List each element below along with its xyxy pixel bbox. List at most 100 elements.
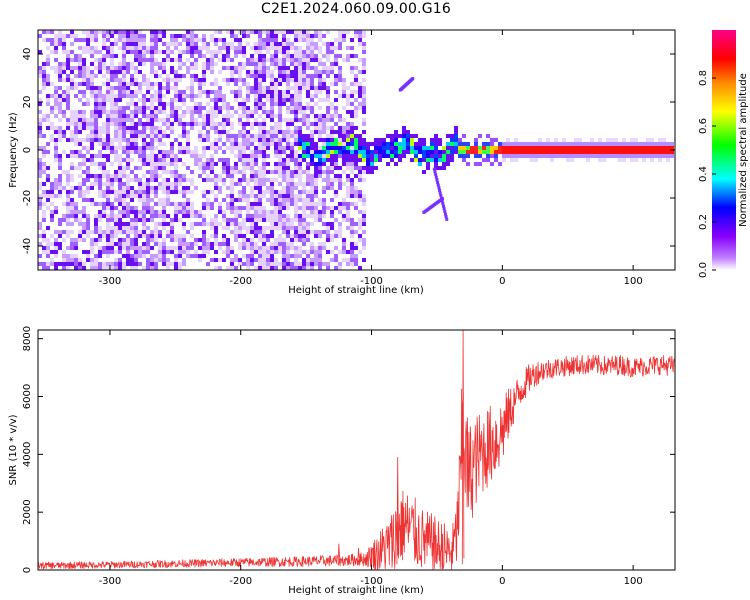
spectrogram-cell [298,214,302,218]
spectrogram-cell [138,58,142,62]
colorbar [712,30,736,270]
spectrogram-cell [258,210,262,214]
spectrogram-cell [194,66,198,70]
spectrogram-cell [170,78,174,82]
spectrogram-cell [322,158,326,162]
spectrogram-cell [234,162,238,166]
spectrogram-cell [150,266,154,270]
spectrogram-cell [78,218,82,222]
spectrogram-cell [82,74,86,78]
spectrogram-cell [134,94,138,98]
spectrogram-cell [74,242,78,246]
spectrogram-cell [114,114,118,118]
spectrogram-cell [138,214,142,218]
spectrogram-cell [254,98,258,102]
spectrogram-cell [443,209,447,213]
spectrogram-cell [178,178,182,182]
spectrogram-cell [226,158,230,162]
spectrogram-cell [346,250,350,254]
spectrogram-cell [354,74,358,78]
spectrogram-cell [258,82,262,86]
spectrogram-cell [174,110,178,114]
spectrogram-cell [354,222,358,226]
spectrogram-cell [310,130,314,134]
spectrogram-cell [114,130,118,134]
spectrogram-cell [326,182,330,186]
spectrogram-cell [274,34,278,38]
spectrogram-cell [230,230,234,234]
spectrogram-cell [443,212,447,216]
spectrogram-cell [474,150,478,154]
spectrogram-cell [162,182,166,186]
spectrogram-cell [350,38,354,42]
spectrogram-cell [246,62,250,66]
spectrogram-cell [440,199,444,203]
spectrogram-cell [218,186,222,190]
spectrogram-cell [210,62,214,66]
spectrogram-cell [158,66,162,70]
spectrogram-cell [298,194,302,198]
spectrogram-cell [602,150,606,154]
spectrogram-cell [174,74,178,78]
spectrogram-cell [150,166,154,170]
spectrogram-cell [578,154,582,158]
spectrogram-cell [250,126,254,130]
spectrogram-cell [358,266,362,270]
spectrogram-cell [310,78,314,82]
spectrogram-cell [466,154,470,158]
spectrogram-cell [294,54,298,58]
spectrogram-cell [290,118,294,122]
spectrogram-cell [226,202,230,206]
spectrogram-cell [334,138,338,142]
spectrogram-cell [326,74,330,78]
spectrogram-cell [194,106,198,110]
spectrogram-cell [278,102,282,106]
spectrogram-cell [310,186,314,190]
spectrogram-cell [102,190,106,194]
spectrogram-cell [190,170,194,174]
spectrogram-cell [110,230,114,234]
spectrogram-cell [58,34,62,38]
spectrogram-cell [130,46,134,50]
spectrogram-cell [54,250,58,254]
spectrogram-cell [178,234,182,238]
spectrogram-cell [166,150,170,154]
spectrogram-cell [222,122,226,126]
spectrogram-cell [266,50,270,54]
spectrogram-cell [210,218,214,222]
spectrogram-cell [38,202,42,206]
spectrogram-cell [78,150,82,154]
spectrogram-cell [282,174,286,178]
spectrogram-cell [234,146,238,150]
spectrogram-cell [466,142,470,146]
spectrogram-cell [178,158,182,162]
spectrogram-cell [106,142,110,146]
spectrogram-cell [294,90,298,94]
spectrogram-cell [238,114,242,118]
spectrogram-cell [58,110,62,114]
spectrogram-cell [190,82,194,86]
spectrogram-cell [166,86,170,90]
spectrogram-cell [66,138,70,142]
spectrogram-cell [658,138,662,142]
spectrogram-cell [170,38,174,42]
spectrogram-cell [258,262,262,266]
spectrogram-cell [206,50,210,54]
spectrogram-cell [526,154,530,158]
spectrogram-cell [78,194,82,198]
spectrogram-cell [222,198,226,202]
spectrogram-cell [78,46,82,50]
colorbar-ticks: 0.00.20.40.60.8 [698,70,716,278]
spectrogram-cell [598,146,602,150]
spectrogram-cell [42,250,46,254]
spectrogram-cell [306,206,310,210]
spectrogram-cell [102,38,106,42]
spectrogram-cell [622,146,626,150]
spectrogram-cell [290,262,294,266]
spectrogram-cell [266,138,270,142]
spectrogram-cell [114,158,118,162]
spectrogram-cell [510,150,514,154]
spectrogram-cell [158,134,162,138]
spectrogram-cell [294,170,298,174]
spectrogram-cell [190,210,194,214]
